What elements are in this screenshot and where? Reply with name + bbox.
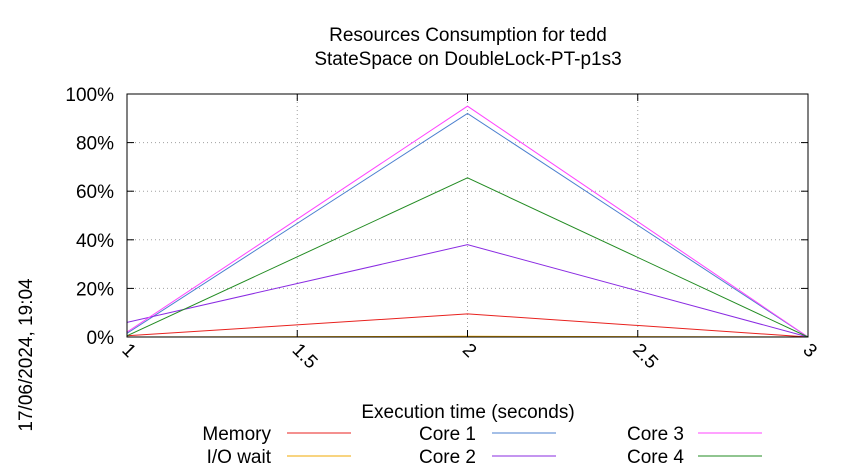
y-tick-label: 60% (76, 182, 114, 203)
legend-label-core-3: Core 3 (627, 424, 684, 445)
series-line-memory (126, 313, 809, 338)
timestamp: 17/06/2024, 19:04 (16, 278, 37, 432)
legend-label-core-2: Core 2 (419, 447, 476, 468)
series-line-core-4 (126, 177, 809, 338)
x-tick-label: 1.5 (288, 340, 322, 374)
legend-label-memory: Memory (202, 424, 271, 445)
chart-title: Resources Consumption for tedd (329, 25, 607, 46)
chart-subtitle: StateSpace on DoubleLock-PT-p1s3 (314, 49, 621, 70)
x-tick-labels: 1 1.5 2 2.5 3 (117, 340, 820, 374)
legend-label-core-1: Core 1 (419, 424, 476, 445)
x-tick-label: 1 (117, 340, 139, 362)
y-tick-label: 80% (76, 134, 114, 155)
x-tick-label: 2.5 (628, 340, 662, 374)
legend-label-i-o-wait: I/O wait (207, 447, 272, 468)
legend-label-core-4: Core 4 (627, 447, 684, 468)
y-tick-labels: 0% 20% 40% 60% 80% 100% (65, 85, 114, 349)
y-tick-label: 20% (76, 279, 114, 300)
x-tick-label: 2 (458, 340, 480, 362)
x-tick-label: 3 (798, 340, 820, 362)
grid (127, 94, 808, 337)
series-line-core-3 (126, 105, 809, 338)
tick-marks (126, 93, 809, 338)
y-tick-label: 40% (76, 231, 114, 252)
series-line-core-1 (126, 112, 809, 338)
x-axis-label: Execution time (seconds) (361, 402, 574, 423)
y-tick-label: 100% (65, 85, 114, 106)
series-line-core-2 (126, 244, 809, 338)
y-tick-label: 0% (87, 328, 115, 349)
